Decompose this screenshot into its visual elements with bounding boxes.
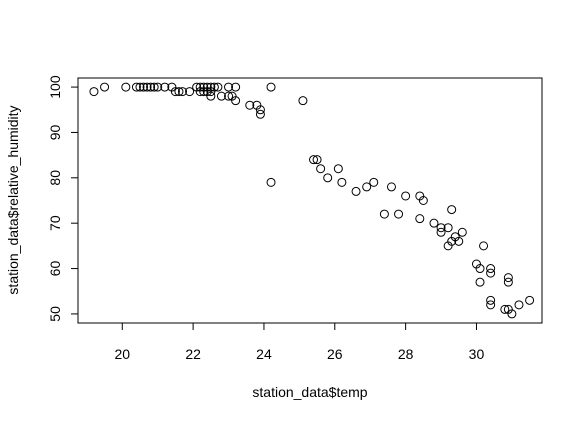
data-point bbox=[351, 186, 361, 196]
data-point bbox=[369, 177, 379, 187]
data-point bbox=[255, 105, 265, 115]
y-axis-label: station_data$relative_humidity bbox=[5, 105, 21, 294]
data-point bbox=[436, 227, 446, 237]
data-point bbox=[139, 82, 149, 92]
data-point bbox=[209, 82, 219, 92]
data-point bbox=[475, 264, 485, 274]
data-point bbox=[443, 223, 453, 233]
data-point bbox=[100, 82, 110, 92]
data-point bbox=[486, 268, 496, 278]
data-point bbox=[418, 196, 428, 205]
data-point bbox=[206, 82, 216, 92]
x-tick-label: 24 bbox=[256, 346, 272, 362]
data-point bbox=[500, 304, 510, 314]
data-point bbox=[503, 277, 513, 287]
y-tick-label: 60 bbox=[47, 261, 63, 277]
data-point bbox=[337, 177, 347, 187]
data-point bbox=[89, 87, 99, 97]
data-point bbox=[213, 82, 223, 92]
data-point bbox=[121, 82, 131, 92]
plot-box bbox=[77, 77, 543, 324]
data-point bbox=[142, 82, 152, 92]
x-tick-label: 26 bbox=[327, 346, 343, 362]
y-tick-label: 90 bbox=[47, 124, 63, 140]
y-axis: 50 60 70 80 90 100 bbox=[47, 75, 79, 322]
data-point bbox=[309, 155, 319, 165]
data-point bbox=[160, 82, 170, 92]
data-points bbox=[89, 82, 535, 319]
data-point bbox=[231, 96, 241, 106]
x-tick-label: 30 bbox=[469, 346, 485, 362]
data-point bbox=[174, 87, 184, 97]
data-point bbox=[415, 214, 425, 224]
data-point bbox=[525, 295, 535, 305]
data-point bbox=[514, 300, 524, 310]
data-point bbox=[185, 87, 195, 97]
data-point bbox=[231, 82, 241, 92]
x-axis-label: station_data$temp bbox=[252, 384, 367, 400]
data-point bbox=[135, 82, 145, 92]
data-point bbox=[447, 205, 457, 215]
data-point bbox=[475, 277, 485, 287]
y-tick-label: 50 bbox=[47, 306, 63, 322]
data-point bbox=[298, 96, 308, 106]
x-tick-label: 28 bbox=[398, 346, 414, 362]
data-point bbox=[266, 177, 276, 187]
data-point bbox=[486, 300, 496, 310]
data-point bbox=[149, 82, 159, 92]
data-point bbox=[333, 164, 343, 174]
data-point bbox=[486, 295, 496, 305]
data-point bbox=[503, 273, 513, 283]
data-point bbox=[216, 91, 226, 101]
data-point bbox=[507, 309, 517, 319]
data-point bbox=[401, 191, 411, 201]
data-point bbox=[436, 223, 446, 233]
data-point bbox=[457, 227, 467, 237]
x-axis: 20 22 24 26 28 30 bbox=[114, 322, 485, 362]
data-point bbox=[153, 82, 163, 92]
data-point bbox=[177, 87, 187, 97]
y-tick-label: 70 bbox=[47, 215, 63, 231]
data-point bbox=[312, 155, 322, 165]
y-tick-label: 80 bbox=[47, 170, 63, 186]
data-point bbox=[429, 218, 439, 228]
data-point bbox=[379, 209, 389, 219]
x-tick-label: 22 bbox=[185, 346, 201, 362]
data-point bbox=[362, 182, 372, 192]
data-point bbox=[245, 100, 255, 110]
data-point bbox=[454, 236, 464, 246]
data-point bbox=[131, 82, 141, 92]
data-point bbox=[224, 82, 234, 92]
data-point bbox=[255, 109, 265, 119]
data-point bbox=[479, 241, 489, 251]
x-tick-label: 20 bbox=[114, 346, 130, 362]
data-point bbox=[224, 91, 234, 101]
data-point bbox=[170, 87, 180, 97]
data-point bbox=[486, 264, 496, 274]
data-point bbox=[316, 164, 326, 174]
data-point bbox=[266, 82, 276, 92]
data-point bbox=[146, 82, 156, 92]
data-point bbox=[206, 91, 216, 101]
data-point bbox=[323, 173, 333, 183]
data-point bbox=[394, 209, 404, 219]
y-tick-label: 100 bbox=[47, 75, 63, 99]
data-point bbox=[386, 182, 396, 192]
